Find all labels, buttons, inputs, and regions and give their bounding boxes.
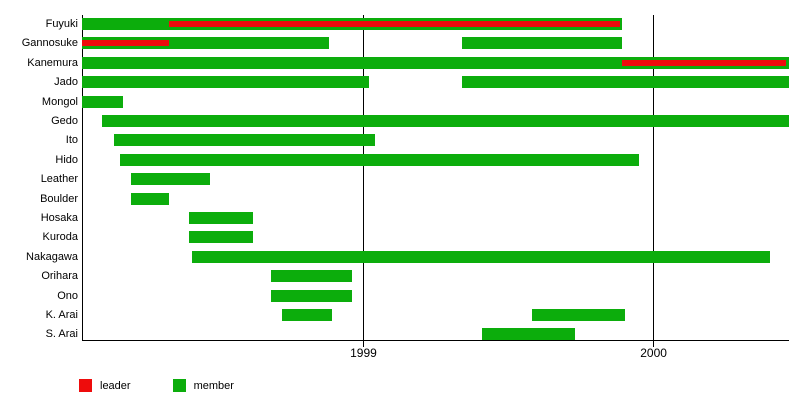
- row-label-nakagawa: Nakagawa: [26, 250, 78, 263]
- member-bar-orihara: [270, 270, 352, 283]
- legend: leader member: [79, 379, 234, 392]
- row-label-mongol: Mongol: [41, 95, 78, 108]
- member-bar-gedo: [102, 115, 789, 127]
- member-bar-kanemura: [82, 56, 789, 69]
- year-gridline-2000: [653, 15, 655, 347]
- year-gridline-1999: [362, 15, 364, 347]
- leader-bar-gannosuke: [82, 40, 170, 47]
- row-label-s-arai: S. Arai: [45, 328, 78, 341]
- row-label-k-arai: K. Arai: [45, 309, 78, 321]
- legend-label-leader: leader: [100, 379, 131, 392]
- x-tick-label-2000: 2000: [640, 346, 667, 360]
- member-bar-nakagawa: [192, 250, 770, 263]
- y-axis-line: [82, 15, 83, 340]
- member-bar-k-arai: [282, 309, 332, 321]
- legend-item-leader: leader: [79, 379, 131, 392]
- leader-bar-kanemura: [621, 59, 786, 66]
- row-label-gedo: Gedo: [51, 115, 78, 127]
- member-bar-jado: [82, 76, 370, 89]
- member-bar-hosaka: [189, 212, 254, 224]
- x-axis-line: [82, 340, 789, 341]
- legend-label-member: member: [193, 379, 234, 392]
- row-label-jado: Jado: [54, 76, 78, 89]
- leader-swatch-icon: [79, 379, 92, 392]
- row-label-boulder: Boulder: [40, 192, 78, 205]
- row-label-fuyuki: Fuyuki: [45, 18, 78, 30]
- row-label-kuroda: Kuroda: [42, 231, 78, 244]
- legend-item-member: member: [172, 379, 234, 392]
- member-bar-kuroda: [189, 231, 254, 244]
- x-tick-label-1999: 1999: [350, 346, 377, 360]
- member-bar-s-arai: [482, 328, 576, 341]
- member-bar-jado: [462, 76, 789, 89]
- member-bar-ono: [270, 289, 352, 302]
- member-bar-hido: [119, 153, 640, 166]
- member-bar-mongol: [82, 95, 123, 108]
- row-label-kanemura: Kanemura: [27, 56, 78, 69]
- member-bar-leather: [131, 173, 210, 186]
- member-bar-k-arai: [531, 309, 625, 321]
- row-label-ito: Ito: [65, 134, 78, 147]
- row-label-hido: Hido: [55, 153, 78, 166]
- member-bar-gannosuke: [462, 37, 622, 50]
- row-label-orihara: Orihara: [41, 270, 78, 283]
- member-bar-ito: [113, 134, 376, 147]
- row-label-ono: Ono: [57, 289, 78, 302]
- row-label-leather: Leather: [40, 173, 78, 186]
- member-bar-boulder: [131, 192, 170, 205]
- leader-bar-fuyuki: [169, 21, 621, 27]
- member-swatch-icon: [172, 379, 186, 392]
- row-label-hosaka: Hosaka: [40, 212, 78, 224]
- row-label-gannosuke: Gannosuke: [21, 37, 78, 50]
